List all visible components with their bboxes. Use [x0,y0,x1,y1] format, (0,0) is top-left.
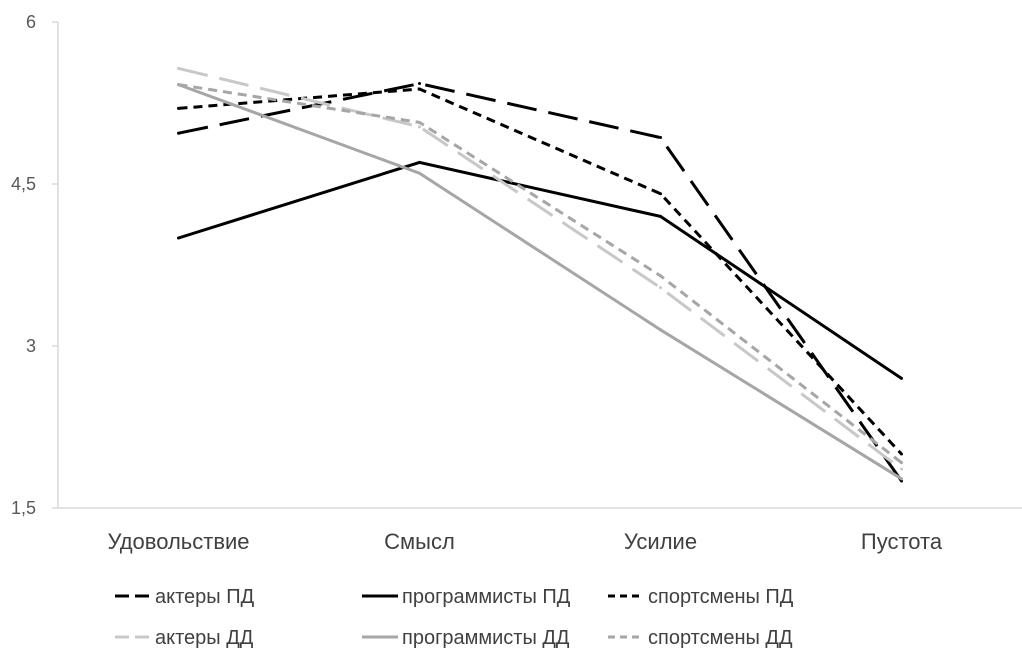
data-point [900,452,903,456]
data-point [177,236,180,240]
data-point [177,66,180,70]
data-point [900,461,903,465]
x-axis: Удовольствие Смысл Усилие Пустота [58,507,1022,554]
x-category-label: Удовольствие [107,529,249,554]
data-point [659,274,662,278]
series-line [178,87,903,456]
data-point [177,83,180,87]
y-axis: 1,5 3 4,5 6 [11,12,59,518]
data-point [659,192,662,196]
series-line [178,83,903,464]
x-category-label: Пустота [861,529,943,554]
y-tick-label: 1,5 [11,498,36,518]
legend: актеры ПД программисты ПД спортсмены ПД акт… [115,586,794,649]
legend-label: программисты ДД [402,627,570,649]
y-tick-label: 4,5 [11,174,36,194]
data-point [900,479,903,483]
legend-label: программисты ПД [402,586,571,608]
series-line [178,160,903,380]
legend-label: спортсмены ПД [648,586,794,608]
x-category-label: Смысл [384,529,455,554]
legend-label: актеры ДД [155,627,254,649]
legend-label: актеры ПД [155,586,255,608]
series-line [178,66,903,471]
data-point [659,214,662,218]
x-category-label: Усилие [624,529,697,554]
data-point [900,376,903,380]
data-point [418,171,421,175]
data-point [418,82,421,86]
data-point [659,136,662,140]
data-point [659,286,662,290]
data-point [418,120,421,124]
series-lines [177,66,903,483]
data-point [659,328,662,332]
data-point [418,87,421,91]
series-line [177,83,903,481]
data-point [900,477,903,481]
data-point [418,125,421,129]
data-point [418,160,421,164]
y-tick-label: 3 [26,336,36,356]
data-point [177,131,180,135]
y-tick-label: 6 [26,12,36,32]
series-line [178,82,903,482]
data-point [900,467,903,471]
data-point [177,106,180,110]
legend-label: спортсмены ДД [648,627,793,649]
